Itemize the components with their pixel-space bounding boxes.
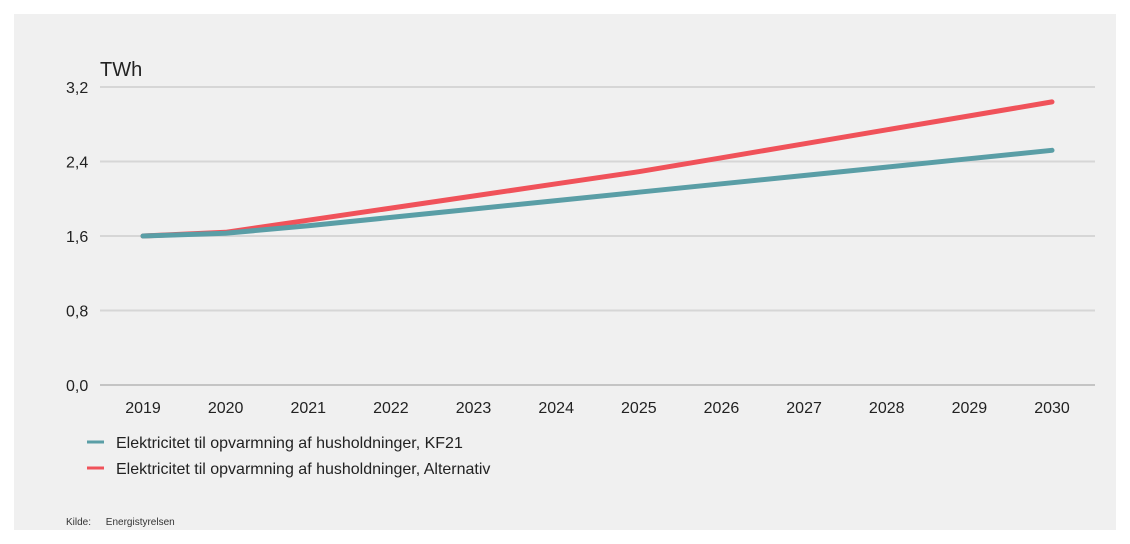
series-line-1 xyxy=(140,99,1055,239)
x-tick-label: 2027 xyxy=(786,400,822,417)
x-axis-ticks: 2019 2020 2021 2022 2023 2024 2025 2026 2027 2028… xyxy=(125,400,1070,417)
x-tick-label: 2023 xyxy=(456,400,492,417)
x-tick-label: 2026 xyxy=(704,400,740,417)
source-label: Kilde: xyxy=(66,517,92,528)
source-value: Energistyrelsen xyxy=(105,517,175,528)
y-tick-label: 2,4 xyxy=(66,155,88,172)
legend-label-0: Elektricitet til opvarmning af husholdni… xyxy=(116,435,463,452)
y-tick-label: 0,0 xyxy=(66,378,88,395)
x-tick-label: 2019 xyxy=(125,400,161,417)
legend-label-1: Elektricitet til opvarmning af husholdni… xyxy=(116,461,490,478)
y-tick-label: 0,8 xyxy=(66,304,88,321)
source-note: Kilde: Energistyrelsen xyxy=(66,517,175,528)
x-tick-label: 2024 xyxy=(538,400,574,417)
x-tick-label: 2030 xyxy=(1034,400,1070,417)
x-tick-label: 2028 xyxy=(869,400,905,417)
y-tick-label: 1,6 xyxy=(66,229,88,246)
gridlines xyxy=(100,86,1095,386)
series-lines xyxy=(140,99,1055,239)
y-tick-label: 3,2 xyxy=(66,80,88,97)
x-tick-label: 2022 xyxy=(373,400,409,417)
y-axis-unit-label: TWh xyxy=(100,59,142,81)
y-axis-ticks: 0,0 0,8 1,6 2,4 3,2 xyxy=(66,80,88,395)
x-tick-label: 2021 xyxy=(290,400,326,417)
series-line-0 xyxy=(140,147,1055,239)
x-tick-label: 2025 xyxy=(621,400,657,417)
x-tick-label: 2029 xyxy=(952,400,988,417)
x-tick-label: 2020 xyxy=(208,400,244,417)
legend: Elektricitet til opvarmning af husholdni… xyxy=(87,435,490,478)
chart-panel xyxy=(14,14,1116,530)
